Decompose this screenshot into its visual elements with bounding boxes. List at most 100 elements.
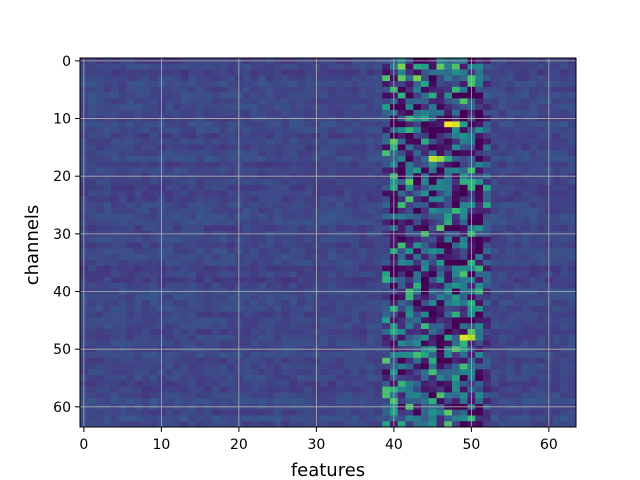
- heatmap-cell: [289, 144, 298, 151]
- heatmap-cell: [374, 236, 383, 243]
- heatmap-cell: [328, 225, 337, 232]
- heatmap-cell: [273, 386, 282, 393]
- heatmap-cell: [149, 179, 158, 186]
- heatmap-cell: [521, 63, 530, 70]
- heatmap-cell: [134, 121, 143, 128]
- heatmap-cell: [459, 375, 468, 382]
- heatmap-cell: [111, 386, 120, 393]
- heatmap-cell: [475, 415, 484, 422]
- heatmap-cell: [250, 121, 259, 128]
- heatmap-cell: [428, 323, 437, 330]
- heatmap-cell: [428, 69, 437, 76]
- heatmap-cell: [498, 196, 507, 203]
- heatmap-cell: [483, 202, 492, 209]
- heatmap-cell: [142, 98, 151, 105]
- heatmap-cell: [328, 92, 337, 99]
- heatmap-cell: [188, 190, 197, 197]
- heatmap-cell: [219, 248, 228, 255]
- heatmap-cell: [560, 86, 569, 93]
- heatmap-cell: [452, 202, 461, 209]
- heatmap-cell: [188, 213, 197, 220]
- heatmap-cell: [483, 254, 492, 261]
- heatmap-cell: [297, 421, 306, 428]
- heatmap-cell: [552, 184, 561, 191]
- heatmap-cell: [421, 219, 430, 226]
- heatmap-cell: [343, 311, 352, 318]
- heatmap-cell: [359, 248, 368, 255]
- heatmap-cell: [506, 369, 515, 376]
- heatmap-cell: [428, 127, 437, 134]
- heatmap-cell: [374, 265, 383, 272]
- heatmap-cell: [111, 334, 120, 341]
- heatmap-cell: [343, 369, 352, 376]
- heatmap-cell: [514, 236, 523, 243]
- y-axis-label: channels: [22, 205, 43, 286]
- heatmap-cell: [514, 144, 523, 151]
- heatmap-cell: [490, 75, 499, 82]
- heatmap-cell: [560, 202, 569, 209]
- heatmap-cell: [475, 369, 484, 376]
- heatmap-cell: [475, 236, 484, 243]
- heatmap-cell: [95, 63, 104, 70]
- heatmap-cell: [188, 86, 197, 93]
- heatmap-cell: [242, 323, 251, 330]
- heatmap-cell: [304, 265, 313, 272]
- heatmap-cell: [498, 328, 507, 336]
- heatmap-cell: [273, 300, 282, 307]
- heatmap-cell: [529, 254, 538, 261]
- heatmap-cell: [374, 282, 383, 289]
- heatmap-cell: [196, 271, 205, 278]
- heatmap-cell: [428, 265, 437, 272]
- heatmap-cell: [436, 300, 445, 307]
- heatmap-cell: [366, 369, 375, 376]
- heatmap-cell: [397, 156, 406, 163]
- heatmap-cell: [335, 392, 344, 399]
- heatmap-cell: [118, 121, 127, 128]
- heatmap-cell: [250, 75, 259, 82]
- heatmap-cell: [134, 75, 143, 82]
- heatmap-cell: [328, 386, 337, 393]
- heatmap-cell: [273, 144, 282, 151]
- heatmap-cell: [560, 248, 569, 255]
- heatmap-cell: [343, 409, 352, 416]
- heatmap-cell: [335, 225, 344, 232]
- heatmap-cell: [266, 236, 275, 243]
- heatmap-cell: [180, 179, 189, 186]
- heatmap-cell: [118, 421, 127, 428]
- heatmap-cell: [366, 277, 375, 284]
- heatmap-cell: [149, 63, 158, 70]
- heatmap-cell: [498, 265, 507, 272]
- heatmap-cell: [428, 225, 437, 232]
- heatmap-cell: [351, 265, 360, 272]
- heatmap-cell: [397, 121, 406, 128]
- heatmap-cell: [266, 248, 275, 255]
- heatmap-cell: [87, 259, 96, 266]
- heatmap-cell: [328, 277, 337, 284]
- heatmap-cell: [560, 98, 569, 105]
- heatmap-cell: [475, 300, 484, 307]
- heatmap-cell: [568, 190, 577, 197]
- heatmap-cell: [118, 184, 127, 191]
- heatmap-cell: [374, 63, 383, 70]
- heatmap-cell: [428, 132, 437, 140]
- heatmap-cell: [514, 207, 523, 215]
- heatmap-cell: [149, 311, 158, 318]
- heatmap-cell: [459, 352, 468, 359]
- heatmap-cell: [382, 179, 391, 186]
- heatmap-cell: [436, 225, 445, 232]
- heatmap-cell: [328, 132, 337, 140]
- heatmap-cell: [421, 109, 430, 117]
- heatmap-cell: [452, 242, 461, 249]
- heatmap-cell: [498, 271, 507, 278]
- heatmap-cell: [281, 98, 290, 105]
- heatmap-cell: [289, 109, 298, 117]
- heatmap-cell: [165, 179, 174, 186]
- heatmap-cell: [421, 63, 430, 70]
- heatmap-cell: [359, 305, 368, 313]
- heatmap-cell: [537, 265, 546, 272]
- heatmap-cell: [281, 236, 290, 243]
- heatmap-cell: [165, 156, 174, 163]
- heatmap-cell: [552, 300, 561, 307]
- heatmap-cell: [258, 69, 267, 76]
- heatmap-cell: [521, 375, 530, 382]
